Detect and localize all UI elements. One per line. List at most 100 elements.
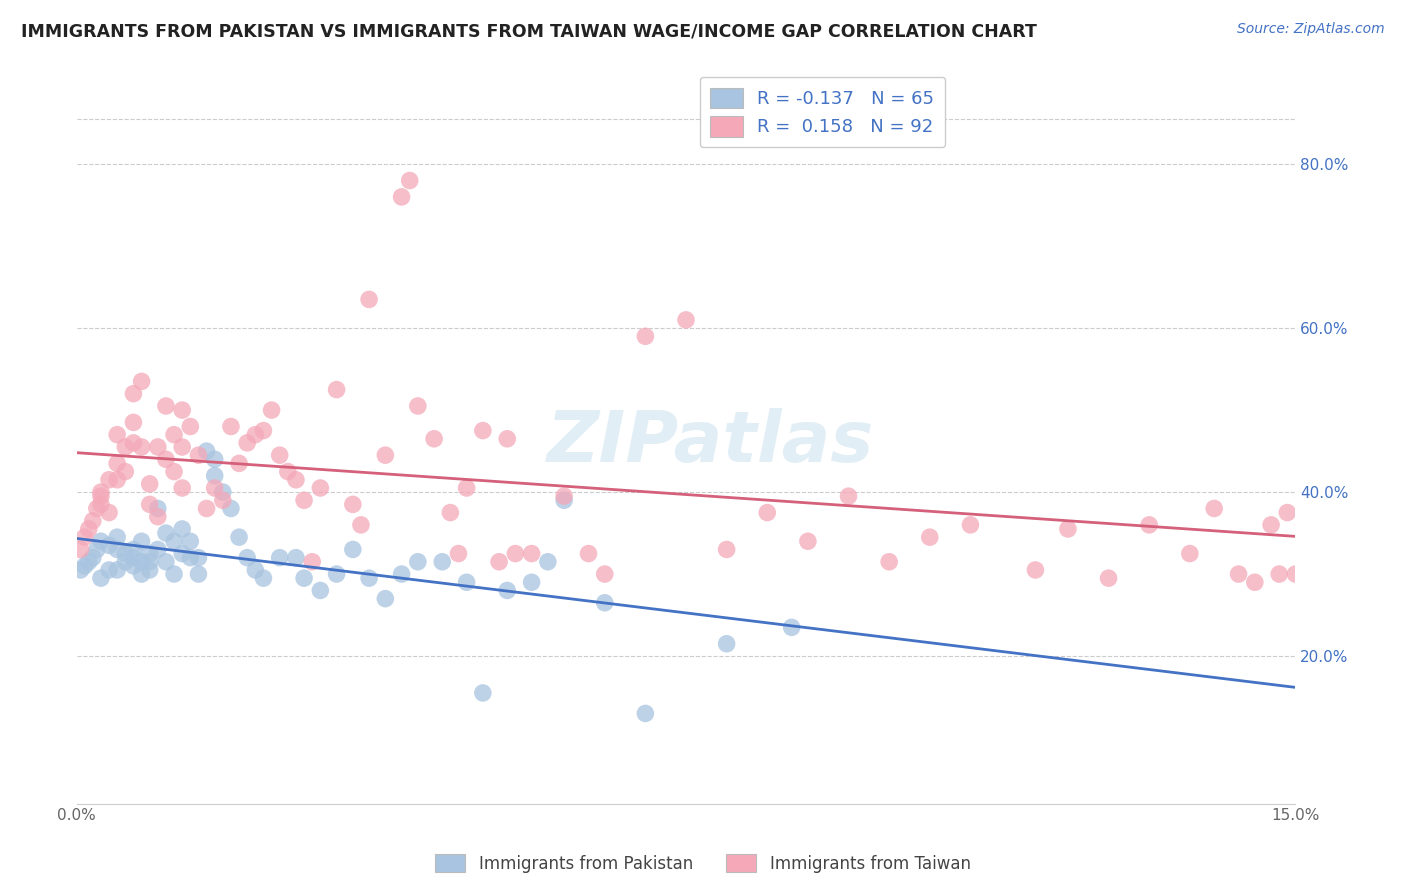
Point (471, 424, 494, 438)
Point (553, 489, 575, 503)
Point (163, 465, 186, 479)
Point (172, 440, 194, 454)
Point (1178, 547, 1201, 561)
Point (90, 571, 112, 585)
Point (122, 386, 145, 401)
Point (146, 509, 169, 524)
Point (179, 419, 201, 434)
Point (73, 530, 96, 544)
Point (578, 547, 600, 561)
Point (138, 476, 160, 491)
Point (252, 571, 274, 585)
Point (90, 534, 112, 549)
Point (342, 497, 364, 511)
Point (505, 547, 527, 561)
Point (187, 448, 209, 462)
Point (918, 530, 941, 544)
Point (105, 530, 128, 544)
Point (537, 555, 560, 569)
Point (172, 481, 194, 495)
Point (155, 526, 177, 541)
Point (122, 416, 145, 430)
Point (138, 547, 160, 561)
Point (1024, 563, 1046, 577)
Point (325, 567, 347, 582)
Point (406, 555, 429, 569)
Point (105, 542, 128, 557)
Point (105, 563, 128, 577)
Point (172, 522, 194, 536)
Point (211, 485, 233, 500)
Point (456, 575, 478, 590)
Point (195, 501, 218, 516)
Point (277, 465, 299, 479)
Point (146, 440, 169, 454)
Point (520, 575, 543, 590)
Point (122, 542, 145, 557)
Point (82, 514, 104, 528)
Point (245, 427, 267, 442)
Point (309, 481, 332, 495)
Point (98, 506, 121, 520)
Point (1260, 517, 1282, 532)
Point (374, 448, 396, 462)
Point (269, 550, 291, 565)
Point (131, 440, 153, 454)
Point (172, 403, 194, 417)
Point (439, 506, 461, 520)
Text: Source: ZipAtlas.com: Source: ZipAtlas.com (1237, 22, 1385, 37)
Point (325, 383, 347, 397)
Point (69, 563, 91, 577)
Point (1284, 567, 1306, 582)
Point (211, 493, 233, 508)
Legend: R = -0.137   N = 65, R =  0.158   N = 92: R = -0.137 N = 65, R = 0.158 N = 92 (700, 77, 945, 147)
Point (195, 444, 218, 458)
Point (73, 558, 96, 573)
Point (163, 534, 186, 549)
Point (69, 542, 91, 557)
Point (1227, 567, 1250, 582)
Point (236, 436, 259, 450)
Point (496, 583, 519, 598)
Point (187, 550, 209, 565)
Point (1137, 517, 1160, 532)
Point (1097, 571, 1119, 585)
Point (1277, 506, 1299, 520)
Point (496, 432, 519, 446)
Point (675, 313, 697, 327)
Point (359, 293, 381, 307)
Point (520, 547, 543, 561)
Point (252, 424, 274, 438)
Point (432, 555, 454, 569)
Point (260, 403, 283, 417)
Point (447, 547, 470, 561)
Point (179, 550, 201, 565)
Point (122, 436, 145, 450)
Point (359, 571, 381, 585)
Point (138, 555, 160, 569)
Point (228, 456, 250, 470)
Point (228, 530, 250, 544)
Point (1057, 522, 1080, 536)
Point (131, 555, 153, 569)
Point (82, 550, 104, 565)
Point (959, 517, 981, 532)
Point (456, 481, 478, 495)
Point (1204, 501, 1226, 516)
Point (553, 493, 575, 508)
Point (716, 542, 738, 557)
Point (877, 555, 900, 569)
Point (122, 550, 145, 565)
Point (138, 563, 160, 577)
Point (114, 440, 136, 454)
Point (406, 399, 429, 413)
Point (86, 542, 108, 557)
Point (163, 427, 186, 442)
Point (398, 173, 420, 187)
Point (716, 637, 738, 651)
Point (131, 534, 153, 549)
Point (131, 375, 153, 389)
Point (77, 555, 100, 569)
Point (1243, 575, 1265, 590)
Point (471, 686, 494, 700)
